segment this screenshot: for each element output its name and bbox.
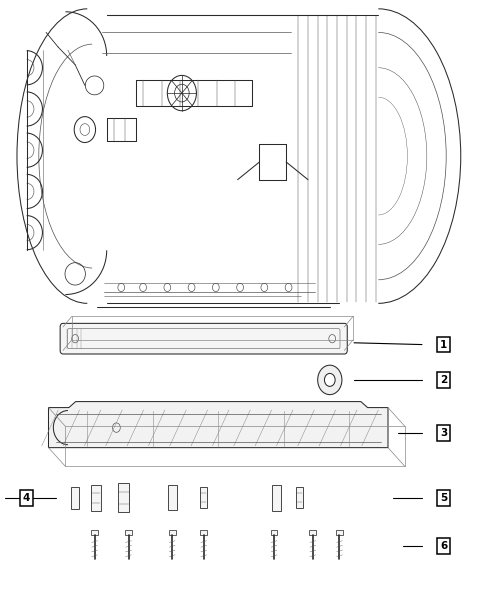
FancyBboxPatch shape — [125, 530, 132, 535]
FancyBboxPatch shape — [309, 530, 316, 535]
FancyBboxPatch shape — [270, 530, 277, 535]
FancyBboxPatch shape — [335, 530, 342, 535]
FancyBboxPatch shape — [168, 530, 175, 535]
FancyBboxPatch shape — [71, 487, 79, 509]
FancyBboxPatch shape — [167, 485, 176, 510]
FancyBboxPatch shape — [60, 323, 347, 354]
FancyBboxPatch shape — [296, 487, 302, 508]
Text: 4: 4 — [23, 493, 30, 502]
FancyBboxPatch shape — [271, 485, 281, 511]
FancyBboxPatch shape — [118, 483, 129, 512]
FancyBboxPatch shape — [200, 487, 207, 508]
Text: 1: 1 — [439, 340, 446, 349]
FancyBboxPatch shape — [91, 485, 101, 511]
Text: 5: 5 — [439, 493, 446, 502]
Text: 3: 3 — [439, 428, 446, 438]
Text: 2: 2 — [439, 375, 446, 385]
Circle shape — [324, 373, 334, 386]
FancyBboxPatch shape — [200, 530, 207, 535]
FancyBboxPatch shape — [91, 530, 98, 535]
Circle shape — [317, 365, 341, 395]
Text: 6: 6 — [439, 541, 446, 551]
Polygon shape — [48, 402, 387, 448]
